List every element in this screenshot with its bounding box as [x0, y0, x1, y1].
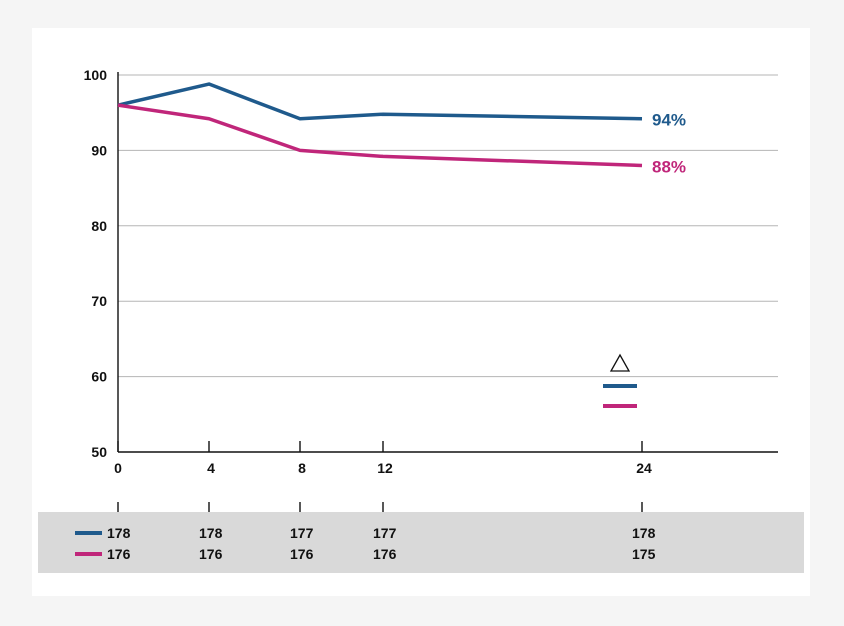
triangle-outline-icon [609, 353, 631, 372]
at-risk-value: 178 [632, 525, 656, 541]
y-tick-label: 70 [91, 293, 107, 309]
at-risk-value: 177 [373, 525, 397, 541]
series-line-1 [117, 82, 643, 121]
at-risk-value: 178 [199, 525, 223, 541]
x-tick-labels: 0 4 8 12 24 [114, 441, 652, 512]
legend [603, 353, 637, 408]
y-tick-label: 60 [91, 369, 107, 385]
chart-card [32, 28, 810, 596]
at-risk-value: 176 [199, 546, 223, 562]
axes [117, 72, 778, 453]
x-tick-label: 0 [114, 460, 122, 476]
at-risk-value: 176 [373, 546, 397, 562]
y-tick-labels: 50 60 70 80 90 100 [84, 67, 108, 460]
y-tick-label: 100 [84, 67, 108, 83]
at-risk-table: 178 178 177 177 178 176 176 176 176 175 [38, 512, 804, 573]
at-risk-value: 175 [632, 546, 656, 562]
x-tick-label: 12 [377, 460, 393, 476]
y-tick-label: 50 [91, 444, 107, 460]
at-risk-value: 178 [107, 525, 131, 541]
series-line-2 [117, 103, 643, 168]
x-tick-label: 24 [636, 460, 652, 476]
at-risk-band [38, 512, 804, 573]
at-risk-value: 177 [290, 525, 314, 541]
x-tick-label: 8 [298, 460, 306, 476]
at-risk-value: 176 [107, 546, 131, 562]
series-lines [117, 82, 643, 168]
series-end-label-1: 94% [652, 111, 686, 130]
at-risk-value: 176 [290, 546, 314, 562]
y-tick-label: 80 [91, 218, 107, 234]
x-tick-label: 4 [207, 460, 215, 476]
y-tick-label: 90 [91, 142, 107, 158]
series-end-label-2: 88% [652, 157, 686, 176]
gridlines [118, 74, 778, 378]
series-end-labels: 94% 88% [652, 111, 686, 177]
